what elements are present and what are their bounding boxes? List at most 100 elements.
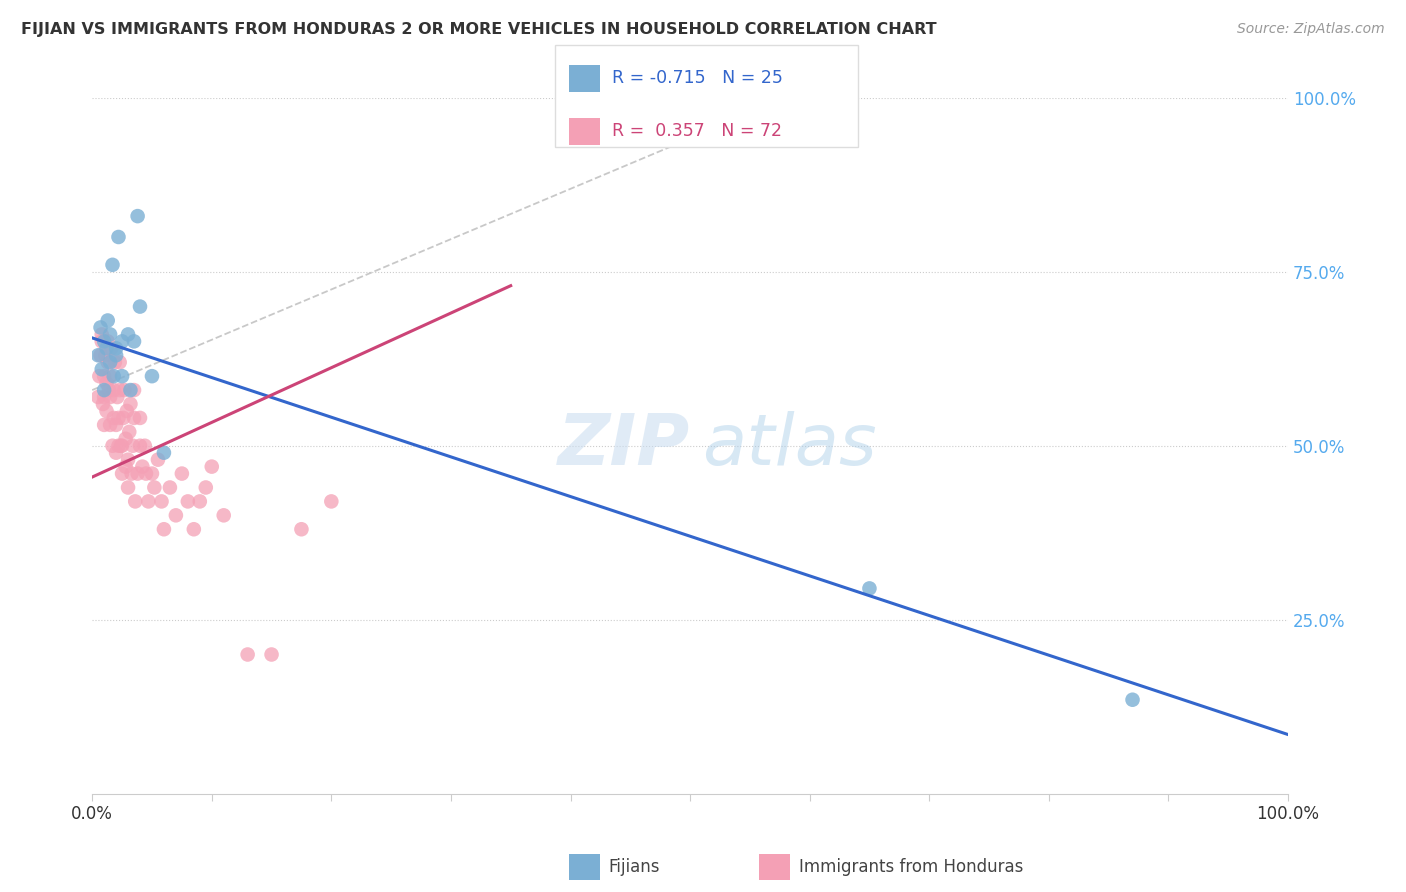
Point [90,334,112,349]
Point [91,397,114,411]
Point [96,404,118,418]
Point [127,467,149,481]
Point [101,258,124,272]
Text: R = -0.715   N = 25: R = -0.715 N = 25 [612,70,783,87]
Point [260,648,283,662]
Point [153,446,176,460]
Point [107,411,129,425]
Point [96,376,118,391]
Point [107,439,129,453]
Point [212,508,235,523]
Point [858,582,880,596]
Point [131,459,153,474]
Point [90,348,112,362]
Point [188,494,211,508]
Point [150,494,173,508]
Point [90,327,112,342]
Point [121,467,143,481]
Point [111,439,134,453]
Text: Immigrants from Honduras: Immigrants from Honduras [799,858,1024,876]
Point [87,390,110,404]
Point [321,494,343,508]
Point [98,355,121,369]
Point [93,390,115,404]
Point [290,522,312,536]
Point [111,369,134,384]
Point [141,369,163,384]
Point [134,439,156,453]
Point [146,452,169,467]
Point [159,481,181,495]
Point [105,348,128,362]
Point [93,334,115,349]
Point [97,383,120,397]
Point [98,327,121,342]
Point [97,313,120,327]
Point [93,369,115,384]
Text: Fijians: Fijians [609,858,661,876]
Point [98,369,121,384]
Point [122,383,145,397]
Point [129,411,152,425]
Point [236,648,259,662]
Point [105,446,128,460]
Point [98,417,121,432]
Point [103,411,125,425]
Point [114,459,136,474]
Point [96,342,118,356]
Point [1122,692,1144,706]
Point [93,417,115,432]
Text: FIJIAN VS IMMIGRANTS FROM HONDURAS 2 OR MORE VEHICLES IN HOUSEHOLD CORRELATION C: FIJIAN VS IMMIGRANTS FROM HONDURAS 2 OR … [21,22,936,37]
Text: R =  0.357   N = 72: R = 0.357 N = 72 [612,122,782,140]
Point [105,417,128,432]
Point [105,342,128,356]
Text: ZIP: ZIP [558,411,690,480]
Point [111,334,134,349]
Point [89,369,111,384]
Point [93,383,115,397]
Point [105,390,128,404]
Point [120,383,142,397]
Point [108,355,131,369]
Point [170,467,193,481]
Point [124,494,146,508]
Point [111,467,134,481]
Point [177,494,200,508]
Point [117,327,139,342]
Point [118,425,141,439]
Point [97,334,120,349]
Point [129,300,152,314]
Point [103,369,125,384]
Point [183,522,205,536]
Point [138,494,160,508]
Point [110,439,132,453]
Point [101,439,124,453]
Point [103,383,125,397]
Point [194,481,217,495]
Point [100,342,122,356]
Point [87,348,110,362]
Point [141,467,163,481]
Point [121,439,143,453]
Point [97,355,120,369]
Point [117,481,139,495]
Point [104,355,127,369]
Point [165,508,187,523]
Point [108,383,131,397]
Point [115,404,138,418]
Point [117,452,139,467]
Point [107,230,129,244]
Point [90,362,112,376]
Point [201,459,224,474]
Text: Source: ZipAtlas.com: Source: ZipAtlas.com [1237,22,1385,37]
Point [122,334,145,349]
Point [114,432,136,446]
Point [135,467,157,481]
Point [153,522,176,536]
Point [143,481,166,495]
Point [94,348,117,362]
Point [114,383,136,397]
Point [120,397,142,411]
Point [127,209,149,223]
Point [129,439,152,453]
